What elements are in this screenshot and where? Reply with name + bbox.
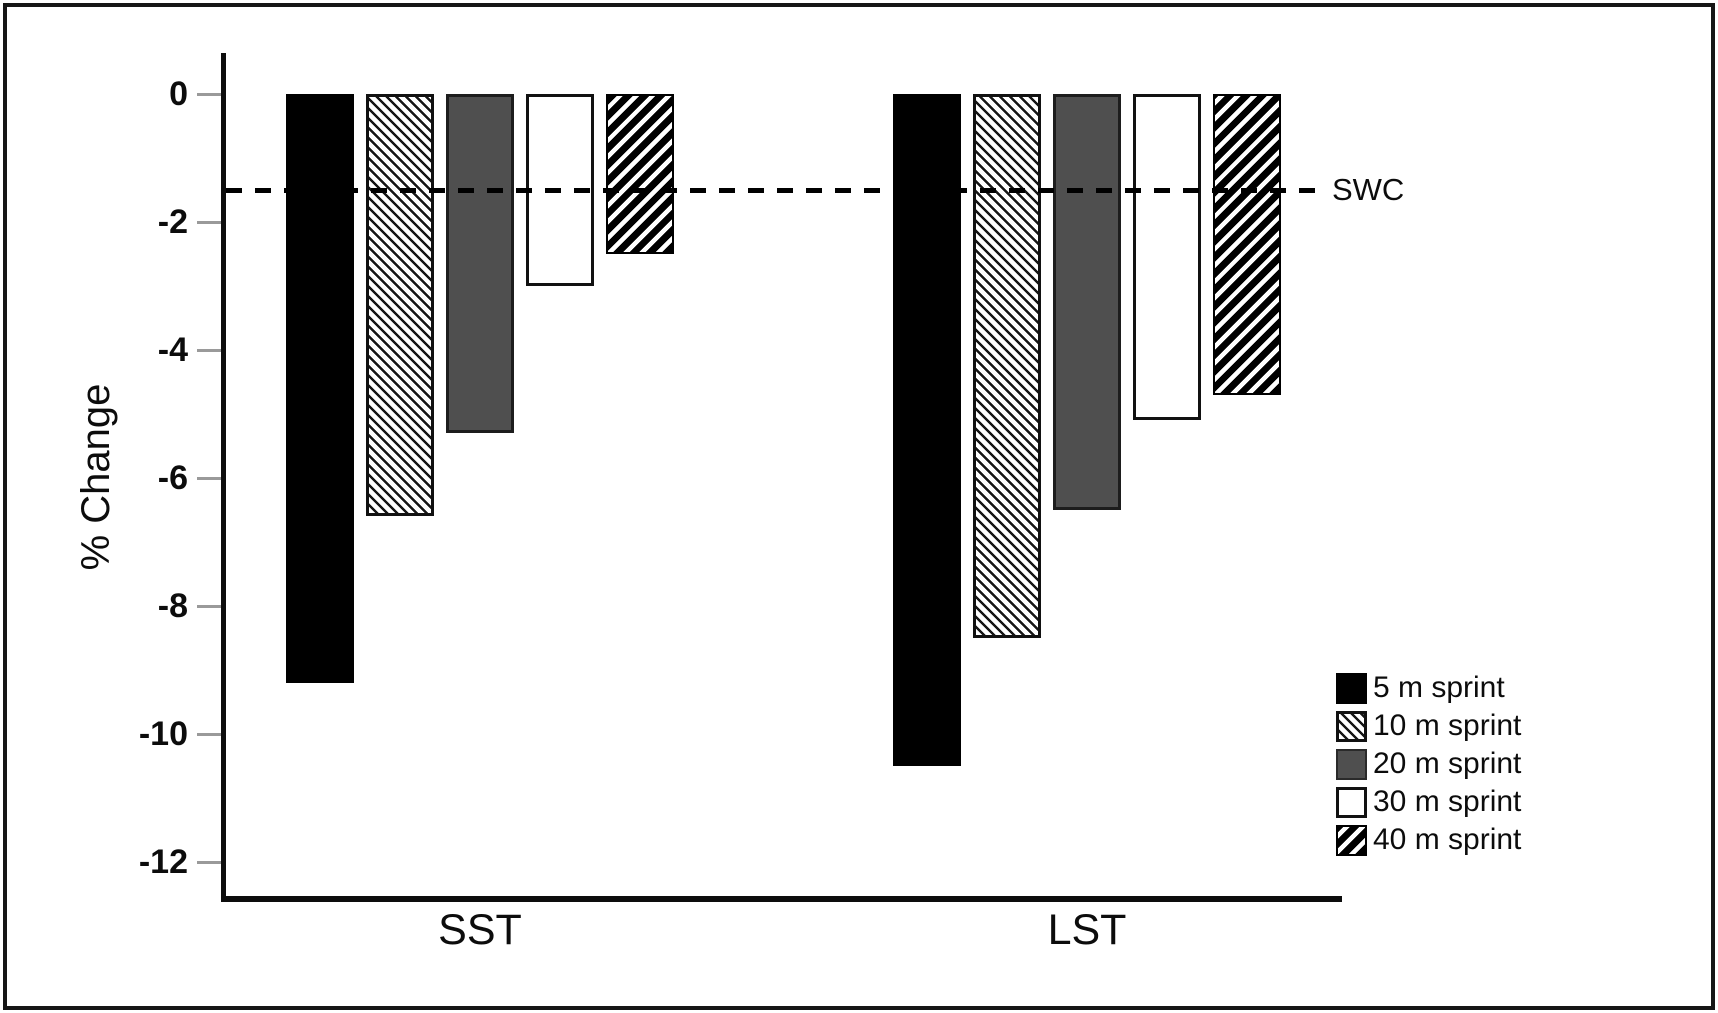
legend-item: 10 m sprint [1336, 707, 1521, 745]
legend-item: 20 m sprint [1336, 745, 1521, 783]
x-category-label-lst: LST [1047, 906, 1127, 954]
legend-label: 30 m sprint [1373, 785, 1522, 818]
legend-swatch-30-m-sprint [1336, 786, 1367, 818]
legend-swatch-5-m-sprint [1336, 672, 1367, 704]
y-tick-mark [197, 221, 221, 224]
y-axis-line [221, 53, 226, 902]
legend-item: 5 m sprint [1336, 669, 1521, 707]
bar-sst-10-m-sprint [366, 94, 434, 516]
y-tick-mark [197, 733, 221, 736]
swc-reference-dashed-line [226, 188, 1326, 193]
legend-item: 30 m sprint [1336, 783, 1521, 821]
bar-lst-10-m-sprint [973, 94, 1041, 638]
legend-label: 5 m sprint [1373, 671, 1505, 704]
bar-sst-20-m-sprint [446, 94, 514, 433]
y-tick-label: -10 [138, 715, 188, 753]
swc-label: SWC [1332, 172, 1405, 207]
legend-swatch-20-m-sprint [1336, 748, 1367, 780]
y-tick-mark [197, 861, 221, 864]
y-tick-mark [197, 605, 221, 608]
bar-lst-5-m-sprint [893, 94, 961, 766]
y-tick-mark [197, 93, 221, 96]
bar-sst-40-m-sprint [606, 94, 674, 254]
legend-swatch-40-m-sprint [1336, 824, 1367, 856]
y-tick-label: -4 [157, 331, 188, 369]
legend-label: 40 m sprint [1373, 823, 1522, 856]
y-tick-mark [197, 477, 221, 480]
bar-lst-20-m-sprint [1053, 94, 1121, 510]
legend-swatch-10-m-sprint [1336, 710, 1367, 742]
bar-lst-40-m-sprint [1213, 94, 1281, 395]
y-tick-label: -6 [157, 459, 188, 497]
x-axis-line [221, 896, 1342, 902]
x-category-label-sst: SST [438, 906, 522, 954]
y-tick-label: -8 [157, 587, 188, 625]
legend-item: 40 m sprint [1336, 821, 1521, 859]
y-tick-label: -12 [138, 843, 188, 881]
y-tick-label: -2 [157, 203, 188, 241]
legend-label: 20 m sprint [1373, 747, 1522, 780]
bar-lst-30-m-sprint [1133, 94, 1201, 420]
legend: 5 m sprint 10 m sprint 20 m sprint 30 m spr… [1336, 669, 1521, 859]
bar-sst-5-m-sprint [286, 94, 354, 683]
y-tick-mark [197, 349, 221, 352]
legend-label: 10 m sprint [1373, 709, 1522, 742]
y-tick-label: 0 [169, 75, 188, 113]
